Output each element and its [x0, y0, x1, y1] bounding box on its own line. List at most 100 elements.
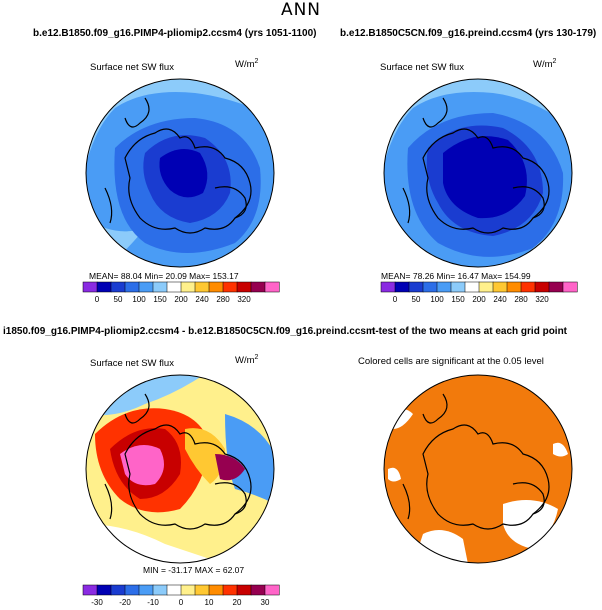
- colorbar-swatch: [264, 584, 280, 596]
- coastlines: [402, 97, 550, 234]
- colorbar-swatch: [236, 584, 252, 596]
- page-title: ANN: [280, 0, 322, 20]
- colorbar-tick-label: 100: [430, 295, 444, 304]
- units-base: W/m: [533, 59, 553, 71]
- coastlines: [402, 393, 550, 530]
- colorbar-swatch: [236, 281, 252, 293]
- colorbar-tick-label: 280: [514, 295, 528, 304]
- units-base: W/m: [235, 59, 255, 71]
- colorbar-swatch: [478, 281, 494, 293]
- colorbar-tick-label: 10: [204, 598, 214, 607]
- colorbar-swatch: [124, 281, 140, 293]
- colorbar-tick-label: 50: [411, 295, 421, 304]
- colorbar-swatch: [138, 584, 154, 596]
- colorbar-swatch: [250, 584, 266, 596]
- map-top-left: [85, 78, 275, 268]
- colorbar-tick-label: 30: [260, 598, 270, 607]
- colorbar-swatch: [96, 584, 112, 596]
- colorbar-swatch: [194, 281, 210, 293]
- non-significant-area: [553, 442, 568, 457]
- panel-units-top-right: W/m2: [533, 58, 556, 70]
- map-top-right: [383, 78, 573, 268]
- field-region-light: [384, 79, 572, 168]
- colorbar-tick-label: 150: [451, 295, 465, 304]
- colorbar-swatch: [138, 281, 154, 293]
- colorbar-tick-label: 320: [535, 295, 549, 304]
- colorbar-swatch: [180, 281, 196, 293]
- field-region-negative: [225, 414, 274, 504]
- colorbar-swatch: [264, 281, 280, 293]
- colorbar-tick-label: 0: [178, 598, 184, 607]
- units-exponent: 2: [254, 58, 259, 65]
- colorbar-swatch: [222, 584, 238, 596]
- colorbar-labels-bottom-left: -30 -20 -10 0 10 20 30: [83, 598, 279, 610]
- colorbar-swatch: [548, 281, 564, 293]
- colorbar-swatch: [436, 281, 452, 293]
- colorbar-tick-label: 240: [493, 295, 507, 304]
- panel-subtitle-top-left: Surface net SW flux: [90, 62, 174, 73]
- panel-stats-bottom-left: MIN = -31.17 MAX = 62.07: [143, 565, 245, 575]
- colorbar-swatch: [110, 281, 126, 293]
- colorbar-swatch: [166, 584, 182, 596]
- panel-title-top-right: b.e12.B1850C5CN.f09_g16.preind.ccsm4 (yr…: [340, 28, 597, 39]
- field-region-positive: [185, 428, 225, 484]
- colorbar-tick-label: 0: [392, 295, 398, 304]
- colorbar-bottom-left: [82, 584, 280, 596]
- colorbar-swatch: [194, 584, 210, 596]
- colorbar-swatch: [394, 281, 410, 293]
- colorbar-swatch: [166, 281, 182, 293]
- colorbar-swatch: [520, 281, 536, 293]
- panel-units-bottom-left: W/m2: [235, 354, 258, 366]
- panel-stats-top-right: MEAN= 78.26 Min= 16.47 Max= 154.99: [381, 271, 531, 281]
- field-region-darkest: [159, 149, 208, 198]
- colorbar-tick-label: 280: [216, 295, 230, 304]
- non-significant-area: [388, 467, 401, 482]
- colorbar-swatch: [534, 281, 550, 293]
- colorbar-swatch: [464, 281, 480, 293]
- colorbar-swatch: [82, 584, 98, 596]
- map-bottom-right: [383, 374, 573, 564]
- colorbar-swatch: [422, 281, 438, 293]
- colorbar-labels-top-left: 0 50 100 150 200 240 280 320: [83, 295, 279, 307]
- panel-units-top-left: W/m2: [235, 58, 258, 70]
- units-exponent: 2: [552, 58, 557, 65]
- colorbar-swatch: [562, 281, 578, 293]
- colorbar-swatch: [450, 281, 466, 293]
- colorbar-swatch: [408, 281, 424, 293]
- field-region-positive: [215, 454, 245, 481]
- colorbar-swatch: [380, 281, 396, 293]
- colorbar-swatch: [222, 281, 238, 293]
- colorbar-tick-label: 50: [113, 295, 123, 304]
- units-exponent: 2: [254, 354, 259, 361]
- colorbar-tick-label: -30: [91, 598, 103, 607]
- panel-stats-top-left: MEAN= 88.04 Min= 20.09 Max= 153.17: [89, 271, 239, 281]
- colorbar-tick-label: 20: [232, 598, 242, 607]
- colorbar-tick-label: 320: [237, 295, 251, 304]
- colorbar-swatch: [208, 281, 224, 293]
- map-border: [85, 78, 275, 268]
- colorbar-swatch: [492, 281, 508, 293]
- colorbar-swatch: [180, 584, 196, 596]
- coastlines: [104, 97, 252, 234]
- panel-title-top-left: b.e12.B1850.f09_g16.PIMP4-pliomip2.ccsm4…: [33, 28, 317, 39]
- colorbar-tick-label: 200: [174, 295, 188, 304]
- colorbar-swatch: [124, 584, 140, 596]
- colorbar-tick-label: 100: [132, 295, 146, 304]
- map-bottom-left: [85, 374, 275, 564]
- colorbar-swatch: [250, 281, 266, 293]
- panel-subtitle-top-right: Surface net SW flux: [380, 62, 464, 73]
- colorbar-swatch: [96, 281, 112, 293]
- panel-title-bottom-left: i1850.f09_g16.PIMP4-pliomip2.ccsm4 - b.e…: [3, 326, 375, 337]
- colorbar-swatch: [506, 281, 522, 293]
- colorbar-swatch: [152, 281, 168, 293]
- field-region-peak: [120, 445, 164, 486]
- map-border: [85, 374, 275, 564]
- map-border: [383, 374, 573, 564]
- colorbar-tick-label: -20: [119, 598, 131, 607]
- panel-title-bottom-right: t-test of the two means at each grid poi…: [372, 326, 568, 337]
- colorbar-labels-top-right: 0 50 100 150 200 240 280 320: [381, 295, 577, 307]
- colorbar-tick-label: 150: [153, 295, 167, 304]
- colorbar-top-left: [82, 281, 280, 293]
- coastlines: [104, 393, 252, 530]
- colorbar-tick-label: -10: [147, 598, 159, 607]
